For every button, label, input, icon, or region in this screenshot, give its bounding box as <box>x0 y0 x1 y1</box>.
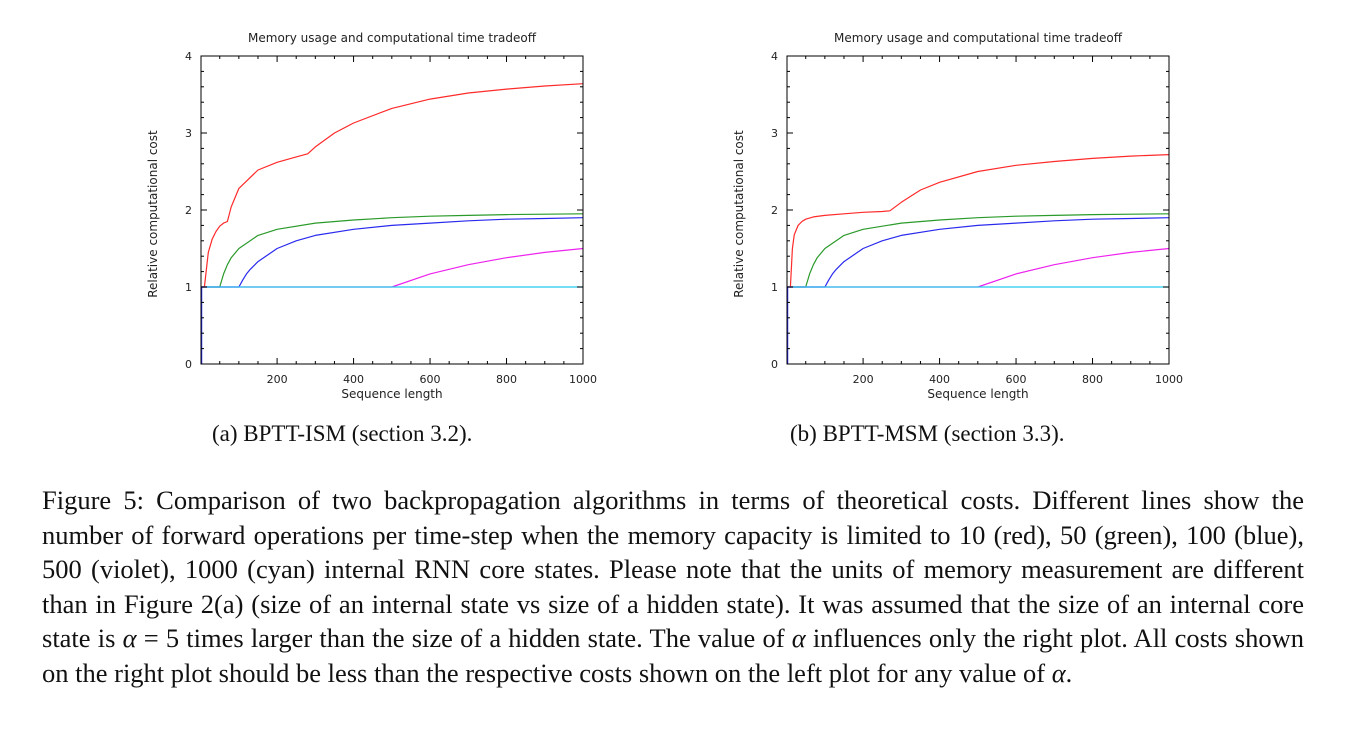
x-tick-label: 600 <box>420 373 441 386</box>
x-tick-label: 400 <box>929 373 950 386</box>
chart-panel-b: 200 400 600 800 1000 0 1 2 3 4 Memory usage and co… <box>732 31 1183 401</box>
chart-panel-a: 200 400 600 800 1000 0 1 2 3 4 Memory usage and co… <box>146 31 597 401</box>
series-line-2 <box>201 217 584 288</box>
series-line-0 <box>787 154 1170 288</box>
x-tick-label: 800 <box>1082 373 1103 386</box>
x-tick-label: 200 <box>267 373 288 386</box>
caption-alpha-2: α <box>791 623 806 653</box>
y-tick-label: 0 <box>771 358 778 371</box>
x-tick-label: 200 <box>853 373 874 386</box>
series-line-2 <box>787 217 1170 288</box>
plot-frame <box>786 55 1170 365</box>
y-tick-label: 1 <box>185 281 192 294</box>
figure-caption: Figure 5: Comparison of two backpropagat… <box>42 483 1304 690</box>
x-tick-label: 400 <box>343 373 364 386</box>
caption-end: . <box>1065 657 1073 688</box>
y-tick-label: 3 <box>185 127 192 140</box>
y-tick-label: 0 <box>185 358 192 371</box>
caption-text-1: Figure 5: Comparison of two backpropagat… <box>42 485 1304 653</box>
series-line-1 <box>787 213 1170 288</box>
series-line-3 <box>201 247 584 288</box>
caption-alpha-3: α <box>1051 657 1066 688</box>
subcaption-a: (a) BPTT-ISM (section 3.2). <box>212 421 473 446</box>
x-axis-label: Sequence length <box>341 387 442 401</box>
y-tick-label: 3 <box>771 127 778 140</box>
series-line-1 <box>201 213 584 288</box>
caption-paragraph: Figure 5: Comparison of two backpropagat… <box>42 483 1304 690</box>
x-tick-label: 600 <box>1006 373 1027 386</box>
y-axis-label: Relative computational cost <box>146 130 160 298</box>
y-tick-label: 4 <box>185 50 192 63</box>
caption-text-2: influences only the right plot. All cost… <box>42 623 1304 688</box>
caption-equation: = 5 times larger than the size of a hidd… <box>136 623 792 653</box>
x-tick-label: 800 <box>496 373 517 386</box>
y-axis-label: Relative computational cost <box>732 130 746 298</box>
y-tick-label: 1 <box>771 281 778 294</box>
y-tick-label: 4 <box>771 50 778 63</box>
plot-frame <box>200 55 584 365</box>
y-tick-label: 2 <box>771 204 778 217</box>
x-axis-label: Sequence length <box>927 387 1028 401</box>
series-line-3 <box>787 247 1170 288</box>
series-line-0 <box>201 83 584 288</box>
y-tick-label: 2 <box>185 204 192 217</box>
x-tick-label: 1000 <box>569 373 597 386</box>
chart-title: Memory usage and computational time trad… <box>248 31 537 45</box>
caption-alpha-1: α <box>122 623 137 653</box>
chart-title: Memory usage and computational time trad… <box>834 31 1123 45</box>
x-tick-label: 1000 <box>1155 373 1183 386</box>
subcaption-b: (b) BPTT-MSM (section 3.3). <box>790 421 1065 446</box>
figure-charts: 200 400 600 800 1000 0 1 2 3 4 Memory usage and co… <box>146 31 1183 401</box>
